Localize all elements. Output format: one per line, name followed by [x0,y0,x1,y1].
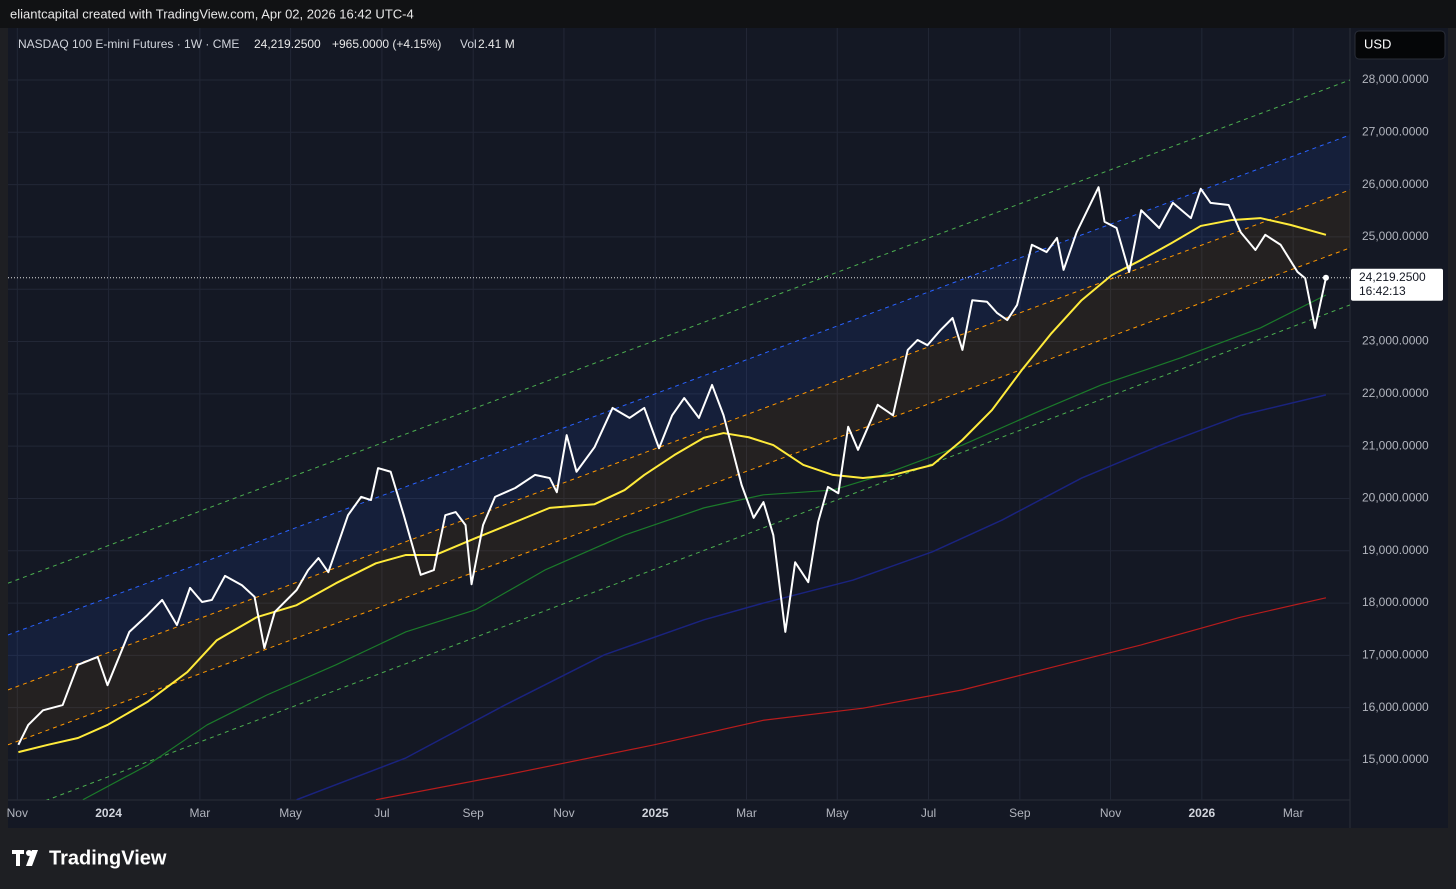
x-tick-label: Sep [1009,806,1031,820]
top-bar [0,0,1456,28]
y-tick-label: 23,000.0000 [1362,334,1429,348]
y-tick-label: 20,000.0000 [1362,491,1429,505]
header-change: +965.0000 (+4.15%) [332,37,441,51]
x-tick-label: May [279,806,302,820]
attribution: eliantcapital created with TradingView.c… [10,6,414,21]
x-tick-label: Nov [7,806,28,820]
y-tick-label: 17,000.0000 [1362,648,1429,662]
y-tick-label: 22,000.0000 [1362,386,1429,400]
series-line [82,294,1327,800]
channel-line [8,134,1350,636]
y-tick-label: 27,000.0000 [1362,124,1429,138]
y-tick-label: 28,000.0000 [1362,72,1429,86]
channel-line [8,247,1350,746]
x-tick-label: 2024 [95,806,122,820]
y-tick-label: 25,000.0000 [1362,229,1429,243]
last-point [1322,274,1329,281]
grid [8,28,1350,800]
x-tick-label: Mar [1283,806,1304,820]
logo-part [16,850,20,866]
series-line [17,186,1327,746]
series-line [296,394,1327,800]
currency-box[interactable] [1354,30,1446,60]
logo-part [26,850,38,866]
brand-logo [12,850,38,866]
y-tick-label: 16,000.0000 [1362,700,1429,714]
price-label-clock: 16:42:13 [1359,284,1406,298]
x-tick-label: Sep [463,806,485,820]
y-tick-label: 26,000.0000 [1362,177,1429,191]
x-tick-label: May [826,806,849,820]
x-tick-label: Nov [553,806,574,820]
channel-band [8,189,1350,745]
x-tick-label: 2026 [1189,806,1216,820]
x-tick-label: Jul [374,806,389,820]
channel-band [8,134,1350,690]
x-tick-label: Jul [921,806,936,820]
brand: TradingView [49,847,167,869]
y-tick-label: 15,000.0000 [1362,752,1429,766]
channel-line [8,79,1350,584]
x-tick-label: Mar [190,806,211,820]
y-tick-label: 18,000.0000 [1362,595,1429,609]
x-tick-label: Mar [736,806,757,820]
channel-line [8,189,1350,691]
x-tick-label: Nov [1100,806,1121,820]
price-label: 24,219.2500 [1359,270,1426,284]
y-tick-label: 21,000.0000 [1362,438,1429,452]
symbol-title: NASDAQ 100 E-mini Futures · 1W · CME [18,37,239,51]
x-tick-label: 2025 [642,806,669,820]
axes: 15,000.0000 16,000.0000 17,000.0000 18,000.… [7,72,1429,820]
volume-value: 2.41 M [478,37,515,51]
currency[interactable]: USD [1364,36,1391,51]
y-tick-label: 19,000.0000 [1362,543,1429,557]
plot [8,79,1350,800]
price-label-box [1351,268,1443,301]
header-price: 24,219.2500 [254,37,321,51]
series-line [375,597,1327,800]
volume-label: Vol [460,37,477,51]
series-line [18,217,1327,754]
